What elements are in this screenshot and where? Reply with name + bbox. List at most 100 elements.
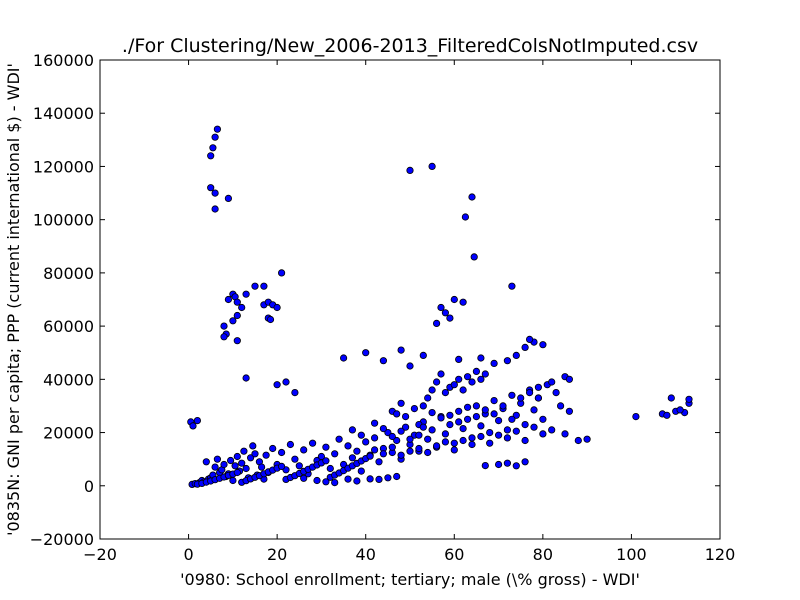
data-point-235 [419,402,427,410]
data-point-175 [461,213,469,221]
data-point-24 [238,459,246,467]
data-point-273 [415,431,423,439]
data-point-254 [410,404,418,413]
data-point-245 [463,373,472,381]
data-point-43 [295,462,303,470]
data-point-277 [397,451,405,459]
data-point-82 [468,434,476,442]
data-point-139 [366,452,374,460]
data-point-56 [353,447,361,455]
data-point-180 [441,309,449,317]
data-point-129 [322,457,330,465]
data-point-148 [224,295,232,304]
data-point-195 [632,412,640,421]
data-point-278 [406,447,414,455]
data-point-201 [685,395,693,403]
data-point-287 [486,439,494,447]
data-point-275 [379,450,387,458]
data-point-239 [437,370,445,378]
data-point-146 [213,125,221,133]
x-tick-label-6: 100 [616,545,647,564]
data-point-54 [344,442,352,450]
data-point-291 [521,436,529,445]
data-point-197 [667,394,675,402]
data-point-30 [251,450,259,458]
data-point-255 [419,423,427,431]
data-point-252 [397,399,405,407]
data-point-94 [521,420,529,429]
x-tick-label-3: 40 [356,545,376,564]
x-tick-label-7: 120 [705,545,736,564]
data-point-214 [512,351,520,359]
x-tick-label-5: 80 [533,545,553,564]
data-point-151 [233,298,241,306]
data-point-42 [291,455,299,463]
data-point-207 [397,346,405,354]
data-point-176 [468,193,476,201]
data-point-240 [441,388,449,397]
y-tick-label-5: 80000 [43,264,94,283]
data-point-257 [437,414,445,422]
data-point-50 [326,464,334,473]
data-point-211 [477,354,485,362]
data-point-187 [548,378,556,386]
data-point-78 [450,439,458,447]
data-point-279 [415,444,423,453]
data-point-286 [477,432,485,441]
data-point-265 [508,415,516,423]
data-point-174 [428,162,436,170]
data-point-177 [470,253,478,261]
data-point-12 [211,463,219,471]
data-point-91 [508,391,516,399]
data-point-55 [348,454,356,462]
data-point-184 [432,319,441,327]
data-point-247 [472,367,480,375]
x-axis-label: '0980: School enrollment; tertiary; male… [180,570,640,589]
chart-title: ./For Clustering/New_2006-2013_FilteredC… [122,35,698,57]
data-point-90 [503,426,511,434]
data-point-209 [419,351,427,359]
y-tick-label-9: 160000 [33,51,94,70]
data-point-92 [512,411,520,419]
data-point-98 [539,415,547,423]
data-point-223 [481,461,489,470]
data-point-20 [229,476,237,485]
x-tick-label-1: 0 [183,545,193,564]
data-point-183 [446,314,454,322]
data-point-37 [269,444,277,453]
data-point-65 [393,436,401,445]
data-point-86 [486,428,494,437]
data-point-58 [362,438,370,446]
data-point-220 [503,459,511,467]
data-point-258 [446,411,454,419]
data-point-44 [300,446,308,454]
data-point-264 [499,402,507,410]
data-point-179 [437,303,445,312]
y-tick-label-4: 60000 [43,317,94,336]
data-point-169 [242,374,250,382]
data-point-272 [406,435,414,443]
data-point-221 [512,462,520,470]
data-point-25 [240,447,248,455]
data-point-266 [348,426,356,434]
data-point-165 [233,337,241,345]
data-point-237 [428,386,436,394]
data-point-143 [207,152,215,160]
data-point-163 [229,317,237,325]
data-point-226 [344,475,352,483]
data-point-96 [530,406,538,414]
data-point-251 [393,410,401,418]
data-point-21 [231,462,239,470]
data-point-84 [477,422,485,430]
data-point-81 [463,415,472,423]
data-point-296 [525,388,534,397]
data-point-181 [450,295,458,304]
data-point-29 [249,442,257,450]
data-point-51 [331,450,339,458]
data-point-172 [291,388,299,397]
y-tick-label-6: 100000 [33,211,94,230]
data-point-230 [384,474,392,482]
data-point-219 [494,460,503,469]
data-point-164 [233,311,241,320]
data-point-141 [211,189,219,197]
